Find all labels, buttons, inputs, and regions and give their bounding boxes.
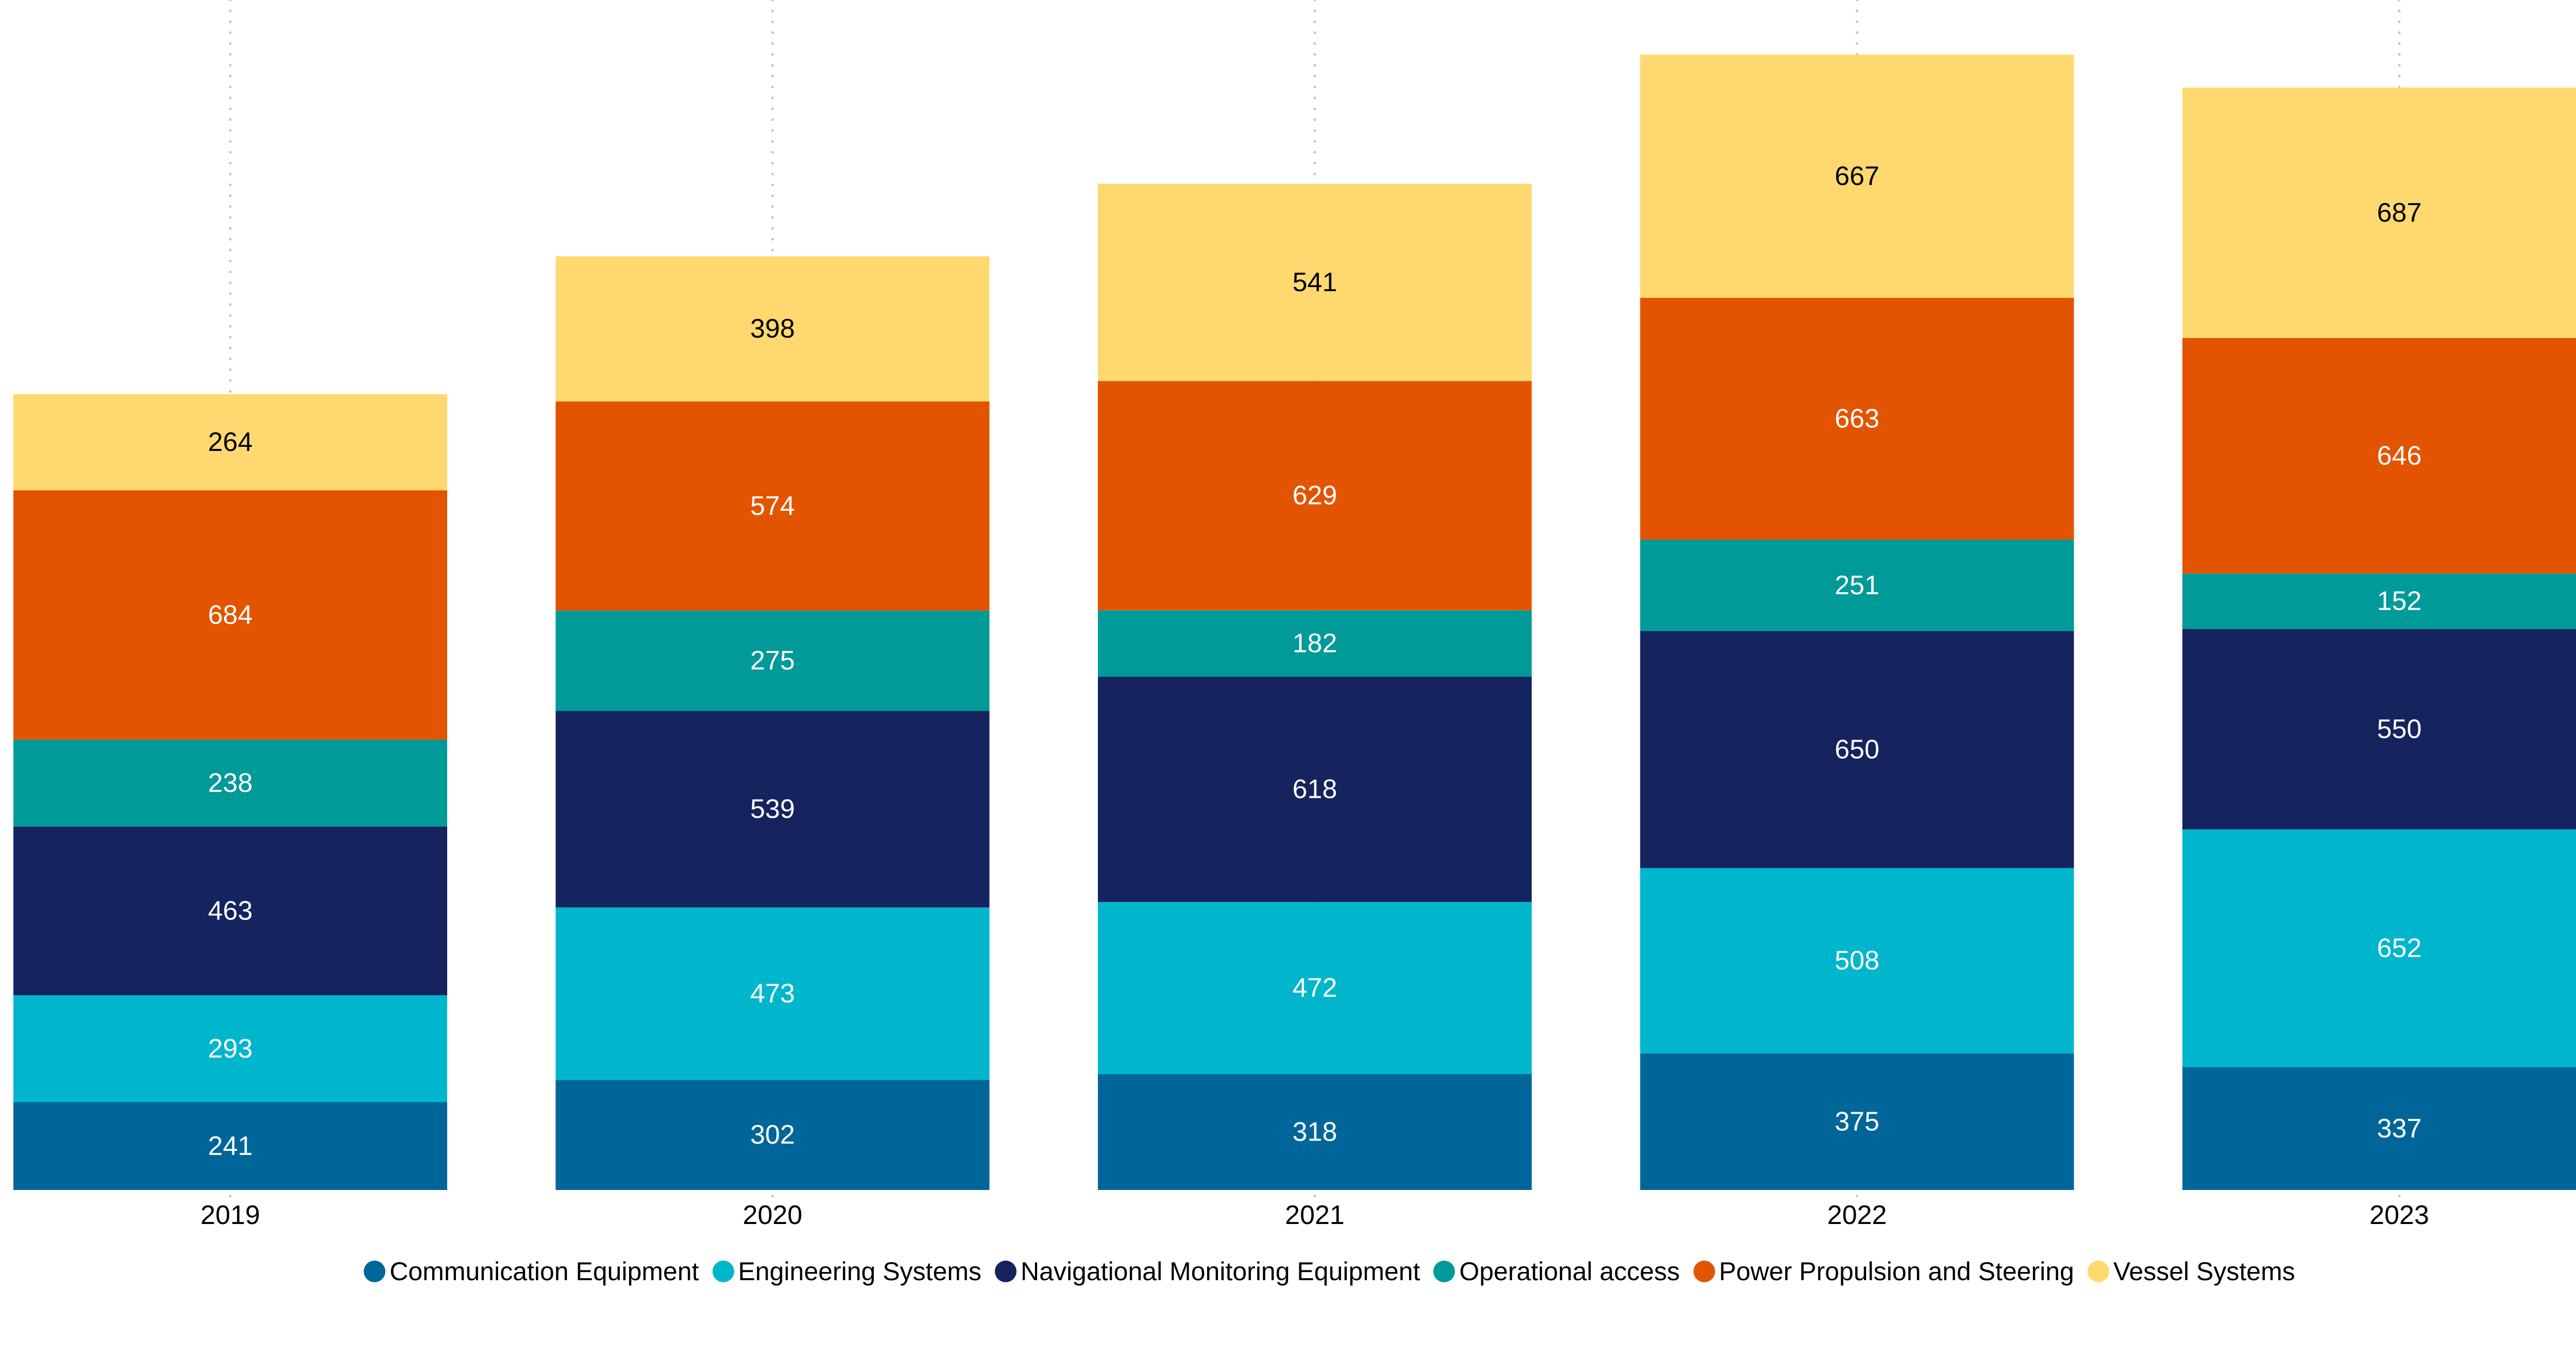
legend-item-vessel-systems[interactable]: Vessel Systems bbox=[2087, 1257, 2295, 1286]
data-label: 241 bbox=[208, 1131, 253, 1161]
data-label: 463 bbox=[208, 896, 253, 926]
bar-segment-2021-vessel-systems[interactable] bbox=[1098, 183, 1532, 381]
stacked-bar-chart: 241 293 463 238 684 264 302 473 539 275 574 398 318 4… bbox=[13, 0, 2576, 1230]
data-label: 550 bbox=[2377, 714, 2422, 744]
x-axis-label-2021: 2021 bbox=[1285, 1200, 1345, 1230]
data-label: 684 bbox=[208, 600, 253, 630]
bars bbox=[13, 55, 2576, 1190]
data-label: 508 bbox=[1835, 946, 1879, 976]
bar-segment-2019-engineering-systems[interactable] bbox=[13, 995, 447, 1102]
data-label: 629 bbox=[1293, 481, 1337, 511]
data-label: 318 bbox=[1293, 1117, 1337, 1147]
legend-label: Navigational Monitoring Equipment bbox=[1021, 1257, 1420, 1286]
bar-segment-2019-power-propulsion-and-steering[interactable] bbox=[13, 490, 447, 740]
data-label: 574 bbox=[750, 491, 795, 521]
bar-segment-2023-engineering-systems[interactable] bbox=[2182, 829, 2576, 1067]
data-label: 152 bbox=[2377, 586, 2422, 616]
data-label: 182 bbox=[1293, 629, 1337, 659]
data-label: 663 bbox=[1835, 404, 1879, 433]
data-label: 302 bbox=[750, 1120, 795, 1150]
data-label: 618 bbox=[1293, 775, 1337, 804]
data-labels: 241 293 463 238 684 264 302 473 539 275 574 398 318 4… bbox=[208, 161, 2422, 1161]
legend-marker-icon bbox=[1693, 1261, 1715, 1282]
bar-segment-2023-power-propulsion-and-steering[interactable] bbox=[2182, 338, 2576, 574]
legend-marker-icon bbox=[2087, 1261, 2109, 1282]
data-label: 293 bbox=[208, 1034, 253, 1064]
bar-segment-2020-communication-equipment[interactable] bbox=[555, 1080, 990, 1190]
data-label: 472 bbox=[1293, 973, 1337, 1003]
legend-label: Vessel Systems bbox=[2113, 1257, 2295, 1286]
legend-item-navigational-monitoring-equipment[interactable]: Navigational Monitoring Equipment bbox=[995, 1259, 1420, 1284]
x-axis-label-2020: 2020 bbox=[743, 1200, 803, 1230]
x-axis-label-2023: 2023 bbox=[2369, 1200, 2429, 1230]
data-label: 652 bbox=[2377, 933, 2422, 963]
bar-segment-2022-navigational-monitoring-equipment[interactable] bbox=[1640, 631, 2074, 868]
data-label: 375 bbox=[1835, 1106, 1879, 1136]
bar-segment-2021-power-propulsion-and-steering[interactable] bbox=[1098, 381, 1532, 611]
bar-segment-2020-engineering-systems[interactable] bbox=[555, 907, 990, 1080]
data-label: 539 bbox=[750, 794, 795, 824]
data-label: 275 bbox=[750, 646, 795, 676]
bar-segment-2023-vessel-systems[interactable] bbox=[2182, 87, 2576, 338]
bar-segment-2020-navigational-monitoring-equipment[interactable] bbox=[555, 711, 990, 908]
bar-segment-2022-vessel-systems[interactable] bbox=[1640, 55, 2074, 298]
data-label: 667 bbox=[1835, 161, 1879, 191]
bar-segment-2020-operational-access[interactable] bbox=[555, 610, 990, 711]
legend-marker-icon bbox=[712, 1261, 734, 1282]
data-label: 650 bbox=[1835, 734, 1879, 764]
legend-item-power-propulsion-and-steering[interactable]: Power Propulsion and Steering bbox=[1693, 1259, 2074, 1284]
data-label: 264 bbox=[208, 427, 253, 457]
x-axis-label-2019: 2019 bbox=[200, 1200, 260, 1230]
bar-segment-2019-vessel-systems[interactable] bbox=[13, 394, 447, 491]
bar-segment-2020-power-propulsion-and-steering[interactable] bbox=[555, 401, 990, 611]
data-label: 687 bbox=[2377, 198, 2422, 228]
bar-segment-2021-communication-equipment[interactable] bbox=[1098, 1074, 1532, 1190]
bar-segment-2022-communication-equipment[interactable] bbox=[1640, 1053, 2074, 1190]
legend-label: Operational access bbox=[1459, 1257, 1680, 1286]
legend-item-operational-access[interactable]: Operational access bbox=[1433, 1259, 1680, 1284]
bar-segment-2019-communication-equipment[interactable] bbox=[13, 1102, 447, 1190]
bar-segment-2019-navigational-monitoring-equipment[interactable] bbox=[13, 826, 447, 996]
bar-segment-2019-operational-access[interactable] bbox=[13, 740, 447, 827]
data-label: 541 bbox=[1293, 267, 1337, 297]
data-label: 473 bbox=[750, 979, 795, 1009]
bar-segment-2022-engineering-systems[interactable] bbox=[1640, 868, 2074, 1053]
legend-item-communication-equipment[interactable]: Communication Equipment bbox=[364, 1259, 699, 1284]
bar-segment-2021-operational-access[interactable] bbox=[1098, 610, 1532, 677]
bar-segment-2022-operational-access[interactable] bbox=[1640, 539, 2074, 631]
legend-label: Engineering Systems bbox=[738, 1257, 982, 1286]
bar-segment-2022-power-propulsion-and-steering[interactable] bbox=[1640, 297, 2074, 540]
legend-marker-icon bbox=[364, 1261, 386, 1282]
x-axis-label-2022: 2022 bbox=[1827, 1200, 1887, 1230]
bar-segment-2021-navigational-monitoring-equipment[interactable] bbox=[1098, 676, 1532, 902]
legend-label: Power Propulsion and Steering bbox=[1719, 1257, 2074, 1286]
data-label: 398 bbox=[750, 314, 795, 344]
data-label: 646 bbox=[2377, 441, 2422, 471]
legend-marker-icon bbox=[1433, 1261, 1455, 1282]
legend-label: Communication Equipment bbox=[389, 1257, 699, 1286]
bar-segment-2023-operational-access[interactable] bbox=[2182, 573, 2576, 629]
legend-marker-icon bbox=[995, 1261, 1017, 1282]
bar-segment-2021-engineering-systems[interactable] bbox=[1098, 902, 1532, 1075]
legend-item-engineering-systems[interactable]: Engineering Systems bbox=[712, 1257, 982, 1286]
data-label: 337 bbox=[2377, 1114, 2422, 1144]
bar-segment-2023-communication-equipment[interactable] bbox=[2182, 1067, 2576, 1190]
data-label: 238 bbox=[208, 768, 253, 798]
data-label: 251 bbox=[1835, 571, 1879, 600]
legend: Communication Equipment Engineering Syste… bbox=[0, 1259, 2576, 1284]
bar-segment-2023-navigational-monitoring-equipment[interactable] bbox=[2182, 629, 2576, 830]
bar-segment-2020-vessel-systems[interactable] bbox=[555, 256, 990, 401]
x-axis-labels: 2019 2020 2021 2022 2023 bbox=[200, 1200, 2429, 1230]
